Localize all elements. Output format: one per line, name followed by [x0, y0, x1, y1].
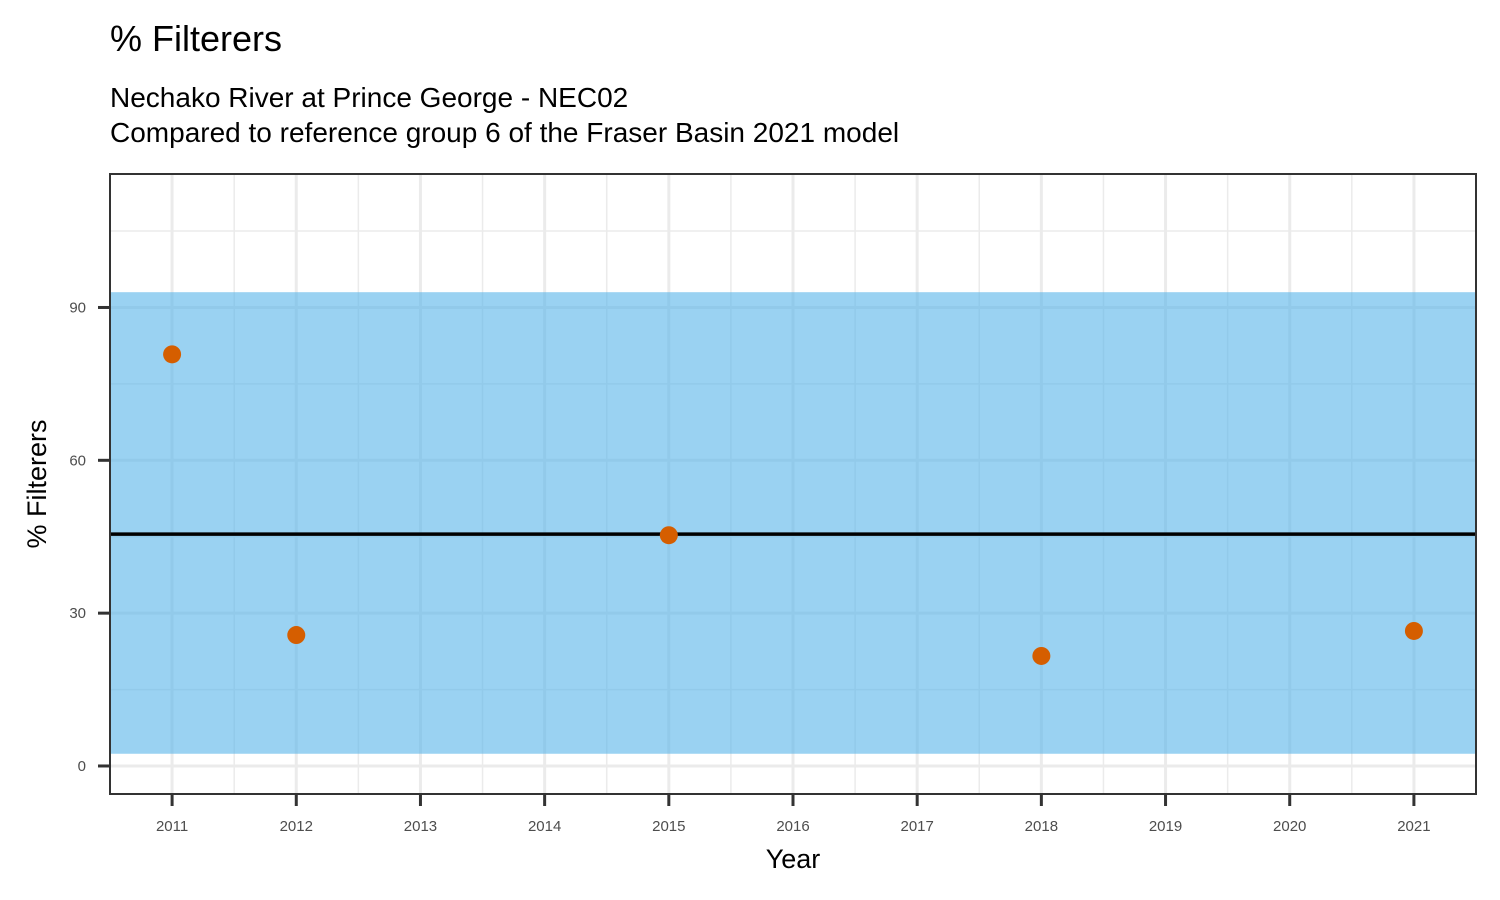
- x-axis-title: Year: [766, 844, 821, 874]
- x-tick-label: 2016: [776, 818, 809, 835]
- y-tick-label: 30: [69, 605, 86, 622]
- data-point: [1404, 621, 1423, 640]
- data-point: [1032, 646, 1051, 665]
- subtitle-line-1: Nechako River at Prince George - NEC02: [110, 82, 629, 113]
- data-point: [163, 345, 182, 364]
- x-tick-label: 2014: [528, 818, 561, 835]
- x-tick-label: 2015: [652, 818, 685, 835]
- x-tick-label: 2018: [1025, 818, 1058, 835]
- x-tick-label: 2021: [1397, 818, 1430, 835]
- chart-subtitle: Nechako River at Prince George - NEC02 C…: [110, 80, 899, 150]
- x-tick-label: 2013: [404, 818, 437, 835]
- x-tick-label: 2011: [156, 818, 188, 835]
- chart-title: % Filterers: [110, 18, 283, 59]
- y-tick-label: 90: [69, 299, 86, 316]
- y-tick-label: 60: [69, 452, 86, 469]
- x-tick-label: 2017: [900, 818, 933, 835]
- x-tick-label: 2019: [1149, 818, 1182, 835]
- reference-band: [110, 292, 1476, 754]
- y-axis-title: % Filterers: [22, 419, 52, 548]
- x-tick-label: 2020: [1273, 818, 1306, 835]
- subtitle-line-2: Compared to reference group 6 of the Fra…: [110, 117, 900, 148]
- data-point: [659, 526, 678, 545]
- y-tick-label: 0: [78, 758, 86, 775]
- data-point: [287, 626, 306, 645]
- x-tick-label: 2012: [280, 818, 313, 835]
